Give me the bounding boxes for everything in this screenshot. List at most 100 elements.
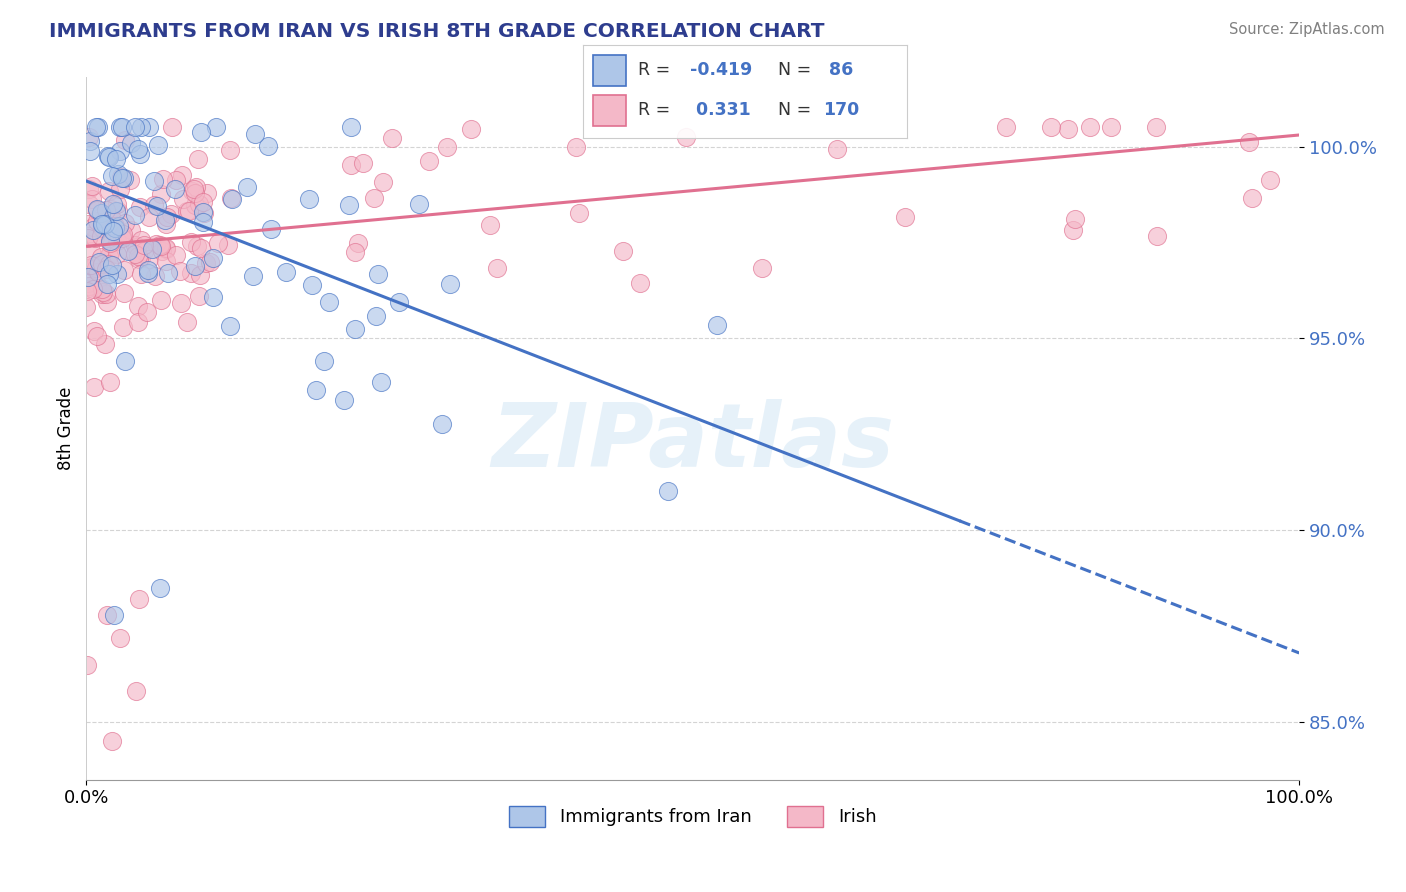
Point [96, 277, 118, 291]
Point [184, 179, 207, 194]
Point [83, 259, 105, 273]
Point [100, 375, 122, 389]
Text: IMMIGRANTS FROM IRAN VS IRISH 8TH GRADE CORRELATION CHART: IMMIGRANTS FROM IRAN VS IRISH 8TH GRADE … [49, 22, 825, 41]
Text: ZIPatlas: ZIPatlas [491, 399, 894, 486]
Point [352, 156, 374, 170]
Point [86, 214, 108, 228]
Point [150, 186, 173, 201]
Point [138, 262, 160, 277]
Point [76, 270, 98, 285]
Point [188, 197, 211, 211]
Point [152, 171, 174, 186]
Point [825, 142, 848, 156]
Point [124, 247, 146, 261]
Point [236, 180, 259, 194]
Point [94, 203, 117, 218]
Point [114, 216, 136, 230]
Point [439, 277, 461, 291]
Point [193, 206, 215, 220]
Point [486, 260, 509, 275]
Point [86, 265, 108, 279]
Point [79, 229, 101, 244]
Text: N =: N = [778, 62, 817, 79]
Point [180, 266, 202, 280]
Point [183, 197, 205, 211]
Point [219, 191, 242, 205]
Point [114, 133, 136, 147]
Point [172, 168, 194, 182]
Point [180, 235, 202, 250]
Point [97, 149, 120, 163]
Point [127, 249, 149, 263]
Point [80, 244, 103, 258]
Point [103, 197, 125, 211]
Point [612, 244, 634, 259]
Point [436, 140, 458, 154]
Point [430, 417, 453, 431]
Point [127, 299, 149, 313]
Point [155, 212, 177, 227]
Point [1146, 228, 1168, 243]
Point [111, 231, 134, 245]
Point [187, 152, 209, 166]
Point [111, 229, 134, 244]
Point [207, 235, 229, 250]
Point [219, 319, 242, 334]
Point [257, 139, 280, 153]
Point [318, 294, 340, 309]
Point [1239, 135, 1261, 149]
Y-axis label: 8th Grade: 8th Grade [58, 387, 75, 470]
Point [169, 264, 191, 278]
Point [100, 211, 122, 225]
Point [994, 120, 1017, 135]
Text: 0.331: 0.331 [690, 101, 751, 120]
Point [94, 287, 117, 301]
Point [105, 196, 128, 211]
Text: N =: N = [778, 101, 817, 120]
Point [124, 237, 146, 252]
Point [1057, 122, 1080, 136]
Point [90, 228, 112, 243]
Point [706, 318, 728, 332]
Point [657, 484, 679, 499]
Point [80, 259, 103, 273]
Point [146, 199, 169, 213]
Point [97, 257, 120, 271]
Point [96, 294, 118, 309]
Point [343, 245, 366, 260]
Point [1063, 212, 1085, 227]
Point [97, 184, 120, 198]
Point [202, 290, 225, 304]
Point [186, 239, 208, 253]
Point [751, 261, 773, 276]
Point [100, 734, 122, 748]
Point [157, 266, 180, 280]
Point [184, 186, 207, 200]
Point [198, 255, 221, 269]
Point [104, 220, 127, 235]
Point [84, 230, 107, 244]
Point [169, 295, 191, 310]
Point [91, 217, 114, 231]
Point [134, 238, 156, 252]
Point [1146, 120, 1168, 135]
Point [221, 192, 243, 206]
Point [176, 204, 198, 219]
Point [155, 254, 177, 268]
Point [243, 127, 266, 141]
Point [83, 380, 105, 394]
Point [160, 120, 183, 135]
Point [108, 219, 131, 233]
Point [143, 198, 166, 212]
Point [128, 200, 150, 214]
Point [364, 309, 387, 323]
Text: 170: 170 [823, 101, 859, 120]
Point [114, 286, 136, 301]
Point [195, 186, 218, 200]
Point [86, 277, 108, 291]
Point [124, 208, 146, 222]
Point [87, 255, 110, 269]
Point [90, 287, 112, 301]
Point [101, 223, 124, 237]
Point [675, 129, 697, 144]
